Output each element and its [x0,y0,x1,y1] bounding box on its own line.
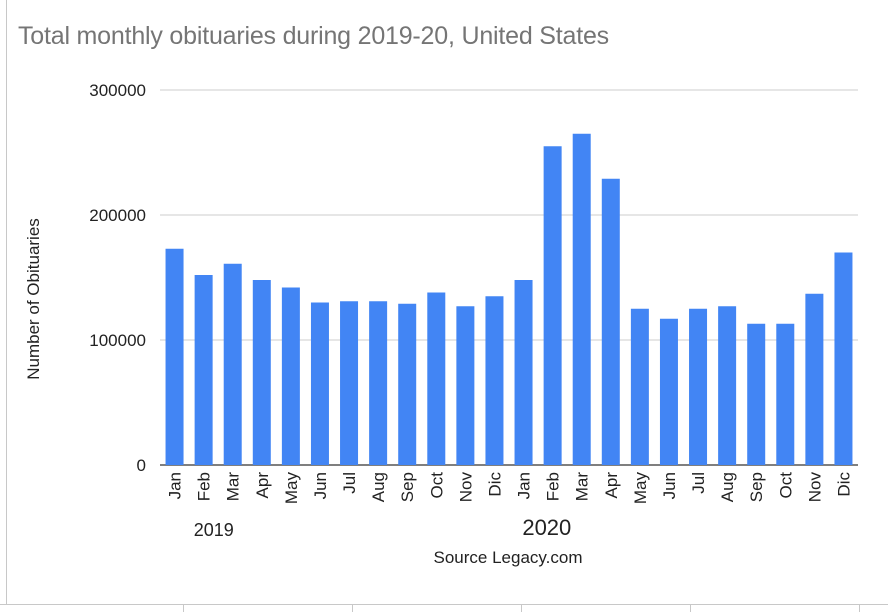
sheet-column-divider [352,604,353,612]
bar [398,303,417,465]
bar [659,318,678,465]
bar [601,178,620,465]
bar [747,323,766,465]
x-axis-title: Source Legacy.com [434,548,583,567]
bar [165,248,184,465]
chart-title: Total monthly obituaries during 2019-20,… [18,22,609,50]
bar [194,275,213,465]
x-tick-label: Aug [369,472,388,502]
spreadsheet-edge [0,0,7,612]
y-axis-title: Number of Obituaries [24,218,43,380]
bar [369,301,388,465]
x-tick-label: Nov [805,472,824,503]
bar [485,296,504,465]
x-tick-label: May [631,472,650,505]
bar [281,287,300,465]
bar [805,293,824,465]
y-tick-label: 0 [137,456,146,475]
x-tick-label: Oct [776,472,795,499]
x-tick-label: May [282,472,301,505]
x-tick-label: Jul [689,472,708,494]
x-tick-label: Jul [340,472,359,494]
x-tick-label: Aug [718,472,737,502]
x-tick-label: Nov [456,472,475,503]
bar [718,306,737,465]
year-labels: 2019 2020 [194,515,572,540]
bar [340,301,359,465]
bar [223,263,242,465]
y-tick-label: 100000 [89,331,146,350]
x-tick-label: Mar [573,472,592,502]
x-tick-label: Dic [834,472,853,497]
bar [630,308,649,465]
y-tick-label: 300000 [89,81,146,100]
bar [689,308,708,465]
y-axis-ticks: 0 100000 200000 300000 [89,81,146,475]
x-tick-label: Sep [747,472,766,502]
x-tick-label: Apr [602,472,621,499]
bar [252,280,271,465]
x-tick-label: Dic [485,472,504,497]
x-tick-label: Oct [427,472,446,499]
x-axis-ticks: Jan Feb Mar Apr May Jun Jul Aug Sep Oct Nov Dic Jan F… [166,472,854,505]
spreadsheet-edge-bottom [0,604,888,613]
x-tick-label: Jan [166,472,185,499]
bar [427,292,446,465]
x-tick-label: Feb [544,472,563,501]
y-tick-label: 200000 [89,206,146,225]
x-tick-label: Jan [515,472,534,499]
bar [456,306,475,465]
x-tick-label: Mar [224,472,243,502]
bar [310,302,329,465]
sheet-column-divider [183,604,184,612]
x-tick-label: Sep [398,472,417,502]
bar [572,133,591,465]
sheet-column-divider [690,604,691,612]
year-label: 2019 [194,520,234,540]
x-tick-label: Feb [195,472,214,501]
x-tick-label: Jun [660,472,679,499]
gridlines [160,89,858,466]
sheet-column-divider [521,604,522,612]
year-label: 2020 [522,515,571,540]
x-tick-label: Jun [311,472,330,499]
bar [514,280,533,465]
bar [834,252,853,465]
sheet-column-divider [859,604,860,612]
bar [543,146,562,465]
x-tick-label: Apr [253,472,272,499]
bar [776,323,795,465]
bars [165,133,853,465]
